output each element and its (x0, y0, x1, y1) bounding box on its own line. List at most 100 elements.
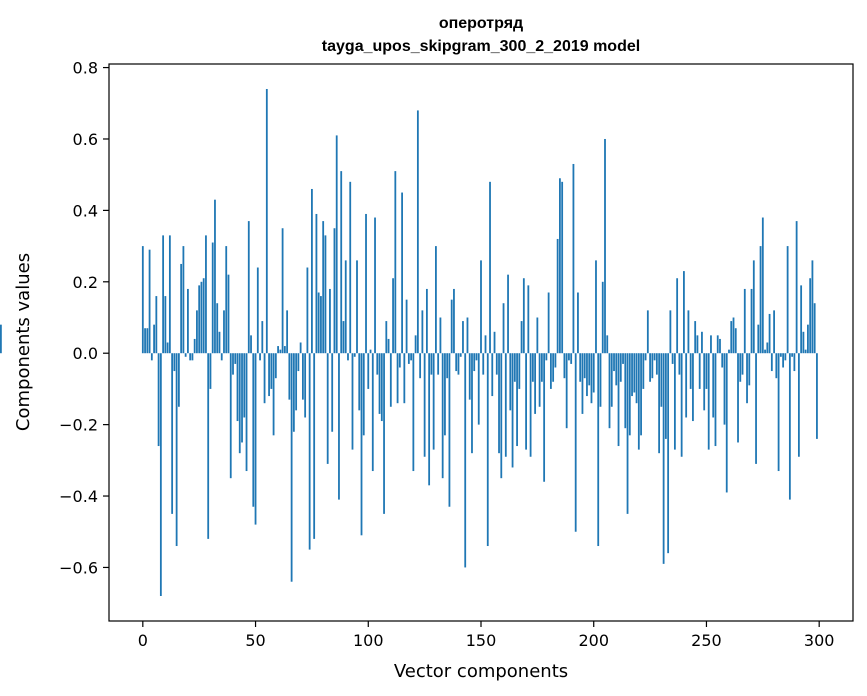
bar (664, 353, 667, 439)
bar (144, 328, 146, 354)
x-tick-label: 50 (245, 631, 265, 650)
bar (761, 217, 764, 354)
bar (389, 353, 392, 407)
bar (480, 260, 482, 354)
bar (563, 353, 566, 379)
bar (624, 353, 627, 429)
bar (462, 321, 464, 354)
bar (175, 353, 178, 547)
bar (437, 353, 440, 375)
bar (317, 292, 320, 354)
bar (811, 260, 814, 354)
bar (622, 353, 624, 364)
bar (619, 353, 622, 382)
bar (676, 278, 679, 354)
bar (385, 321, 388, 354)
bar (238, 353, 241, 454)
bar (581, 353, 584, 414)
bar (466, 317, 469, 354)
bar (0, 324, 2, 354)
bar (335, 135, 338, 354)
bar (270, 353, 273, 389)
bar (728, 349, 730, 354)
bar (358, 353, 361, 411)
bar (534, 353, 537, 414)
bar (565, 353, 568, 429)
bar (504, 353, 507, 457)
bar (518, 353, 521, 389)
bar (802, 331, 805, 354)
bar (536, 317, 539, 354)
bar (617, 353, 620, 447)
bar (683, 271, 685, 354)
bar (705, 353, 708, 389)
bar (635, 353, 638, 404)
bar (807, 324, 809, 354)
bar (511, 353, 514, 468)
bar (561, 181, 564, 354)
bar (644, 353, 647, 361)
bar (610, 353, 613, 407)
bar (646, 310, 649, 354)
bar (568, 353, 570, 361)
bar (649, 353, 651, 382)
bar (198, 285, 201, 354)
bar (234, 353, 237, 364)
bar (214, 199, 216, 354)
bar (374, 217, 376, 354)
y-tick-label: −0.2 (59, 416, 98, 435)
bar (732, 317, 735, 354)
bar (340, 171, 343, 354)
bar (716, 335, 719, 354)
bar (446, 353, 449, 379)
bar (516, 353, 518, 447)
bar (572, 163, 575, 354)
bar (141, 246, 144, 354)
bar (205, 235, 207, 354)
bar (435, 246, 437, 354)
bar (606, 335, 609, 354)
bar (392, 278, 394, 354)
bar (741, 353, 744, 375)
bar (259, 353, 261, 361)
bar (477, 353, 480, 425)
bar (448, 353, 451, 507)
bar (719, 338, 721, 354)
bar (788, 353, 791, 500)
bar (685, 353, 688, 418)
bar (254, 353, 257, 525)
bar (272, 353, 275, 436)
bar (416, 110, 419, 354)
bar (493, 331, 496, 354)
bar (315, 213, 318, 354)
bar (475, 353, 478, 361)
bar (218, 331, 221, 354)
bar (540, 353, 543, 382)
bar (500, 353, 503, 479)
bar (694, 321, 697, 354)
bar (371, 353, 374, 472)
bar (405, 299, 408, 354)
bar (342, 321, 345, 354)
bar (525, 353, 527, 450)
bar (583, 353, 586, 379)
bar (457, 353, 460, 375)
bar (538, 353, 541, 407)
bar (507, 274, 509, 354)
bar (236, 353, 239, 422)
bar (667, 353, 670, 554)
bar (347, 353, 349, 361)
bar (301, 353, 304, 400)
bar (168, 235, 171, 354)
x-tick-label: 200 (578, 631, 609, 650)
bar (696, 335, 699, 354)
x-tick-label: 100 (353, 631, 384, 650)
bar (628, 353, 631, 436)
bar (491, 353, 494, 397)
bar (520, 321, 523, 354)
bar (173, 353, 176, 372)
bar (356, 260, 358, 354)
bar (286, 310, 289, 354)
bar (398, 353, 401, 368)
bar (737, 353, 739, 443)
